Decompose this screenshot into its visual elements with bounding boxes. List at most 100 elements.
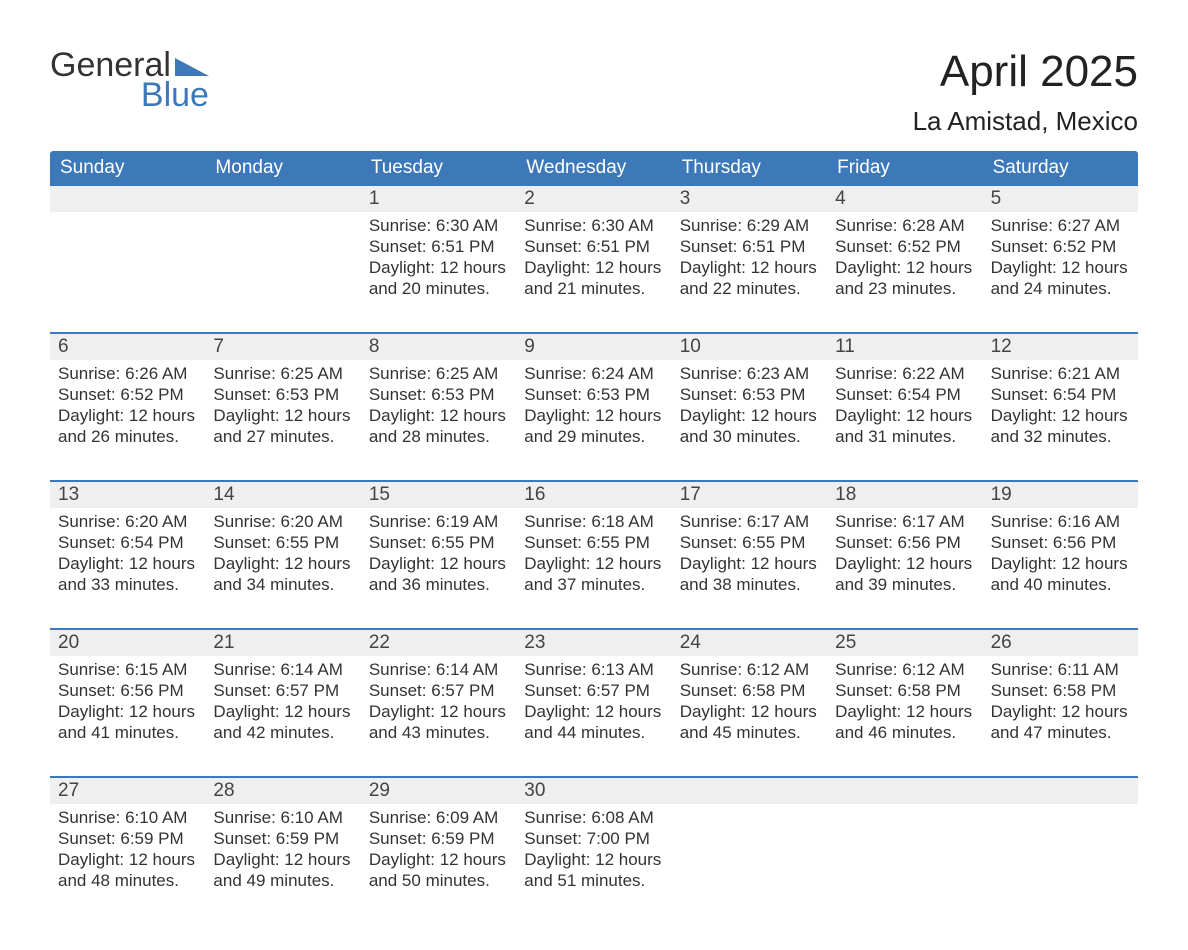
day-cell bbox=[827, 778, 982, 910]
dow-cell: Thursday bbox=[672, 151, 827, 186]
day-cell: 21Sunrise: 6:14 AMSunset: 6:57 PMDayligh… bbox=[205, 630, 360, 762]
sunrise-text: Sunrise: 6:10 AM bbox=[58, 808, 197, 829]
day-body: Sunrise: 6:15 AMSunset: 6:56 PMDaylight:… bbox=[50, 656, 205, 755]
day-number: 28 bbox=[205, 778, 360, 804]
day-body: Sunrise: 6:20 AMSunset: 6:55 PMDaylight:… bbox=[205, 508, 360, 607]
title-block: April 2025 La Amistad, Mexico bbox=[913, 48, 1138, 137]
sunrise-text: Sunrise: 6:15 AM bbox=[58, 660, 197, 681]
day-cell: 19Sunrise: 6:16 AMSunset: 6:56 PMDayligh… bbox=[983, 482, 1138, 614]
sunset-text: Sunset: 6:53 PM bbox=[213, 385, 352, 406]
sunrise-text: Sunrise: 6:22 AM bbox=[835, 364, 974, 385]
day-cell: 14Sunrise: 6:20 AMSunset: 6:55 PMDayligh… bbox=[205, 482, 360, 614]
week-gap bbox=[50, 614, 1138, 628]
sunrise-text: Sunrise: 6:09 AM bbox=[369, 808, 508, 829]
day-number: 11 bbox=[827, 334, 982, 360]
sunset-text: Sunset: 6:54 PM bbox=[835, 385, 974, 406]
sunrise-text: Sunrise: 6:25 AM bbox=[369, 364, 508, 385]
day-number: 13 bbox=[50, 482, 205, 508]
sunrise-text: Sunrise: 6:30 AM bbox=[524, 216, 663, 237]
day-body: Sunrise: 6:30 AMSunset: 6:51 PMDaylight:… bbox=[516, 212, 671, 311]
daylight-text: Daylight: 12 hours and 32 minutes. bbox=[991, 406, 1130, 447]
week-row: 6Sunrise: 6:26 AMSunset: 6:52 PMDaylight… bbox=[50, 332, 1138, 466]
daylight-text: Daylight: 12 hours and 21 minutes. bbox=[524, 258, 663, 299]
day-cell: 2Sunrise: 6:30 AMSunset: 6:51 PMDaylight… bbox=[516, 186, 671, 318]
sunrise-text: Sunrise: 6:20 AM bbox=[58, 512, 197, 533]
sunrise-text: Sunrise: 6:27 AM bbox=[991, 216, 1130, 237]
daylight-text: Daylight: 12 hours and 36 minutes. bbox=[369, 554, 508, 595]
day-number: 21 bbox=[205, 630, 360, 656]
day-number: 8 bbox=[361, 334, 516, 360]
sunset-text: Sunset: 6:58 PM bbox=[991, 681, 1130, 702]
day-cell: 27Sunrise: 6:10 AMSunset: 6:59 PMDayligh… bbox=[50, 778, 205, 910]
sunset-text: Sunset: 6:55 PM bbox=[369, 533, 508, 554]
daylight-text: Daylight: 12 hours and 33 minutes. bbox=[58, 554, 197, 595]
sunrise-text: Sunrise: 6:24 AM bbox=[524, 364, 663, 385]
day-cell: 12Sunrise: 6:21 AMSunset: 6:54 PMDayligh… bbox=[983, 334, 1138, 466]
day-cell: 18Sunrise: 6:17 AMSunset: 6:56 PMDayligh… bbox=[827, 482, 982, 614]
daylight-text: Daylight: 12 hours and 26 minutes. bbox=[58, 406, 197, 447]
dow-cell: Friday bbox=[827, 151, 982, 186]
daylight-text: Daylight: 12 hours and 20 minutes. bbox=[369, 258, 508, 299]
calendar-page: General Blue April 2025 La Amistad, Mexi… bbox=[0, 0, 1188, 950]
sunrise-text: Sunrise: 6:12 AM bbox=[835, 660, 974, 681]
sunset-text: Sunset: 6:56 PM bbox=[835, 533, 974, 554]
day-cell: 29Sunrise: 6:09 AMSunset: 6:59 PMDayligh… bbox=[361, 778, 516, 910]
day-number: 9 bbox=[516, 334, 671, 360]
daylight-text: Daylight: 12 hours and 37 minutes. bbox=[524, 554, 663, 595]
day-body bbox=[50, 212, 205, 228]
day-cell bbox=[205, 186, 360, 318]
week-row: 13Sunrise: 6:20 AMSunset: 6:54 PMDayligh… bbox=[50, 480, 1138, 614]
dow-cell: Sunday bbox=[50, 151, 205, 186]
day-cell bbox=[50, 186, 205, 318]
day-body: Sunrise: 6:22 AMSunset: 6:54 PMDaylight:… bbox=[827, 360, 982, 459]
day-cell: 7Sunrise: 6:25 AMSunset: 6:53 PMDaylight… bbox=[205, 334, 360, 466]
week-row: 20Sunrise: 6:15 AMSunset: 6:56 PMDayligh… bbox=[50, 628, 1138, 762]
day-number: 14 bbox=[205, 482, 360, 508]
day-number: 4 bbox=[827, 186, 982, 212]
day-number bbox=[672, 778, 827, 804]
day-cell: 24Sunrise: 6:12 AMSunset: 6:58 PMDayligh… bbox=[672, 630, 827, 762]
day-number: 15 bbox=[361, 482, 516, 508]
day-cell: 25Sunrise: 6:12 AMSunset: 6:58 PMDayligh… bbox=[827, 630, 982, 762]
sunrise-text: Sunrise: 6:17 AM bbox=[835, 512, 974, 533]
day-number: 3 bbox=[672, 186, 827, 212]
daylight-text: Daylight: 12 hours and 48 minutes. bbox=[58, 850, 197, 891]
day-body bbox=[983, 804, 1138, 820]
day-cell: 11Sunrise: 6:22 AMSunset: 6:54 PMDayligh… bbox=[827, 334, 982, 466]
brand-text: General Blue bbox=[50, 48, 209, 112]
day-body: Sunrise: 6:12 AMSunset: 6:58 PMDaylight:… bbox=[672, 656, 827, 755]
day-cell: 28Sunrise: 6:10 AMSunset: 6:59 PMDayligh… bbox=[205, 778, 360, 910]
day-number: 2 bbox=[516, 186, 671, 212]
day-number: 1 bbox=[361, 186, 516, 212]
day-cell bbox=[672, 778, 827, 910]
sunset-text: Sunset: 6:59 PM bbox=[369, 829, 508, 850]
day-number: 25 bbox=[827, 630, 982, 656]
week-gap bbox=[50, 318, 1138, 332]
day-body bbox=[827, 804, 982, 820]
week-gap bbox=[50, 762, 1138, 776]
day-body: Sunrise: 6:27 AMSunset: 6:52 PMDaylight:… bbox=[983, 212, 1138, 311]
day-cell: 1Sunrise: 6:30 AMSunset: 6:51 PMDaylight… bbox=[361, 186, 516, 318]
week-row: 1Sunrise: 6:30 AMSunset: 6:51 PMDaylight… bbox=[50, 186, 1138, 318]
sunset-text: Sunset: 6:54 PM bbox=[991, 385, 1130, 406]
sunrise-text: Sunrise: 6:14 AM bbox=[369, 660, 508, 681]
sunset-text: Sunset: 6:56 PM bbox=[991, 533, 1130, 554]
day-body: Sunrise: 6:08 AMSunset: 7:00 PMDaylight:… bbox=[516, 804, 671, 903]
day-cell: 9 Sunrise: 6:24 AMSunset: 6:53 PMDaylight… bbox=[516, 334, 671, 466]
sunset-text: Sunset: 6:58 PM bbox=[680, 681, 819, 702]
day-number: 23 bbox=[516, 630, 671, 656]
sunrise-text: Sunrise: 6:18 AM bbox=[524, 512, 663, 533]
day-cell: 26Sunrise: 6:11 AMSunset: 6:58 PMDayligh… bbox=[983, 630, 1138, 762]
day-body: Sunrise: 6:14 AMSunset: 6:57 PMDaylight:… bbox=[205, 656, 360, 755]
day-cell: 20Sunrise: 6:15 AMSunset: 6:56 PMDayligh… bbox=[50, 630, 205, 762]
daylight-text: Daylight: 12 hours and 40 minutes. bbox=[991, 554, 1130, 595]
daylight-text: Daylight: 12 hours and 49 minutes. bbox=[213, 850, 352, 891]
sunrise-text: Sunrise: 6:30 AM bbox=[369, 216, 508, 237]
day-cell: 30Sunrise: 6:08 AMSunset: 7:00 PMDayligh… bbox=[516, 778, 671, 910]
day-cell: 3Sunrise: 6:29 AMSunset: 6:51 PMDaylight… bbox=[672, 186, 827, 318]
day-body: Sunrise: 6:09 AMSunset: 6:59 PMDaylight:… bbox=[361, 804, 516, 903]
daylight-text: Daylight: 12 hours and 29 minutes. bbox=[524, 406, 663, 447]
daylight-text: Daylight: 12 hours and 51 minutes. bbox=[524, 850, 663, 891]
sunset-text: Sunset: 6:53 PM bbox=[524, 385, 663, 406]
day-body: Sunrise: 6:25 AMSunset: 6:53 PMDaylight:… bbox=[361, 360, 516, 459]
